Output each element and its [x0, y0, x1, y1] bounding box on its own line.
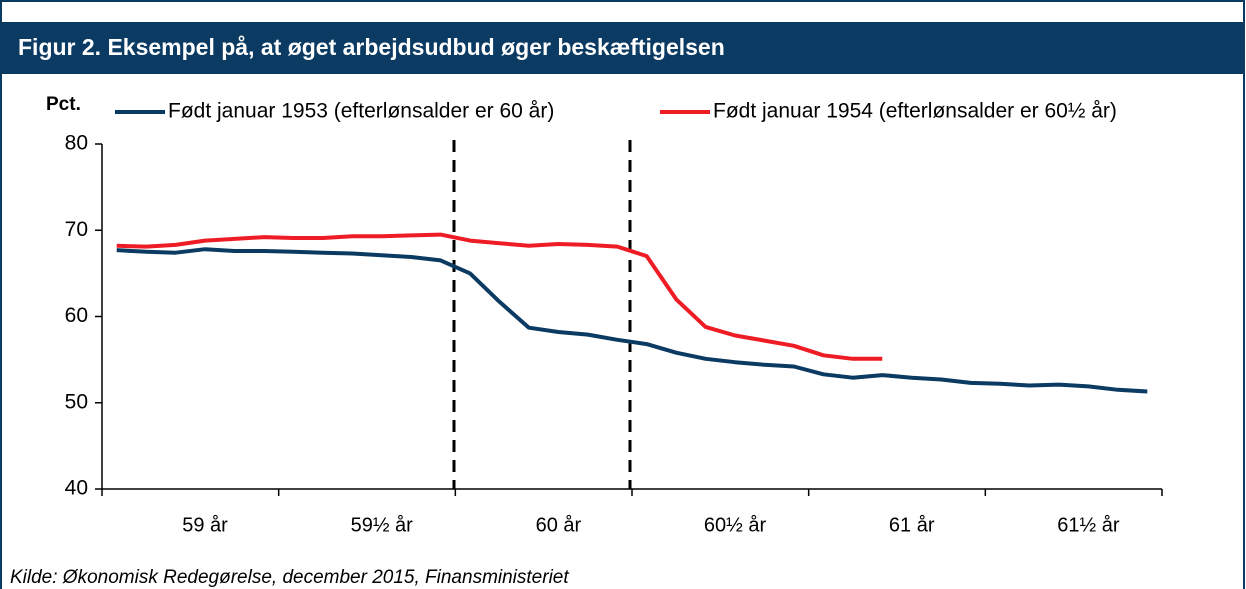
x-tick-label: 59½ år [351, 514, 414, 536]
y-axis-label: Pct. [46, 94, 81, 115]
series-line [116, 247, 1148, 394]
x-tick-label: 61 år [889, 514, 935, 536]
x-tick-label: 59 år [182, 514, 228, 536]
x-tick-label: 60 år [536, 514, 582, 536]
y-tick-label: 70 [65, 218, 88, 241]
series-line [116, 232, 883, 361]
legend-label: Født januar 1953 (efterlønsalder er 60 å… [168, 100, 554, 123]
x-tick-label: 60½ år [704, 514, 767, 536]
x-tick-label: 61½ år [1057, 514, 1120, 536]
source-note: Kilde: Økonomisk Redegørelse, december 2… [10, 567, 569, 588]
chart-title: Figur 2. Eksempel på, at øget arbejdsudb… [18, 34, 725, 60]
y-tick-label: 80 [65, 132, 88, 155]
y-tick-label: 40 [65, 477, 88, 500]
legend-label: Født januar 1954 (efterlønsalder er 60½ … [713, 100, 1117, 123]
header-band [1, 22, 1244, 74]
y-tick-label: 50 [65, 390, 88, 413]
y-tick-label: 60 [65, 304, 88, 327]
